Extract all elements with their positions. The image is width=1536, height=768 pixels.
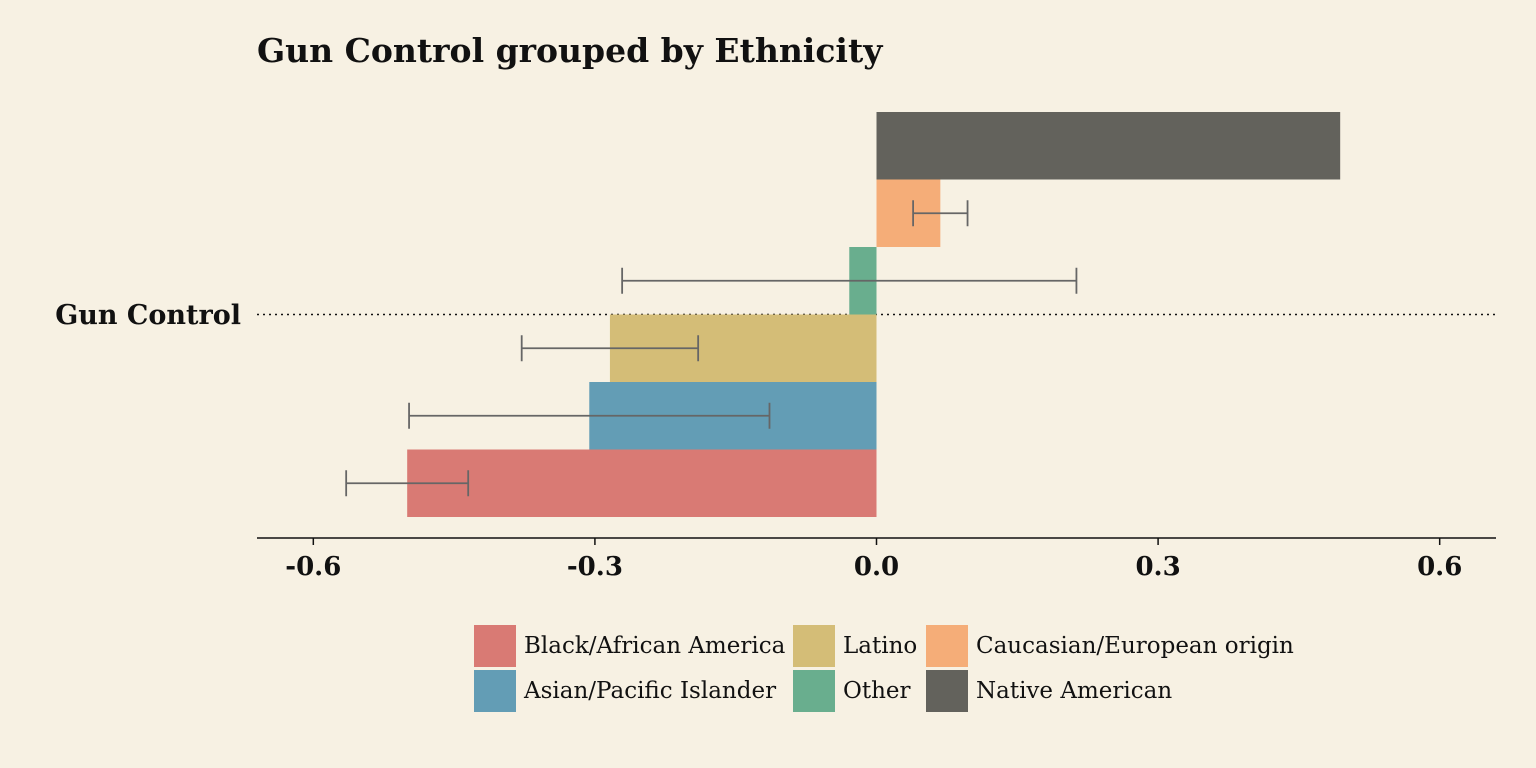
legend-swatch <box>474 670 516 712</box>
legend-swatch <box>926 625 968 667</box>
error-bar <box>408 402 771 429</box>
bar <box>876 112 1341 180</box>
legend-label: Other <box>843 678 911 704</box>
legend-swatch <box>793 670 835 712</box>
legend-label: Latino <box>843 633 917 659</box>
legend-label: Native American <box>976 678 1172 704</box>
legend-swatch <box>474 625 516 667</box>
x-tick-label: -0.3 <box>567 552 623 582</box>
chart-title: Gun Control grouped by Ethnicity <box>257 31 883 70</box>
error-bar <box>912 200 969 227</box>
x-tick-label: -0.6 <box>285 552 341 582</box>
error-bar <box>621 267 1078 294</box>
error-bar <box>345 470 470 497</box>
error-bar <box>520 335 700 362</box>
x-tick-label: 0.6 <box>1417 552 1462 582</box>
bar <box>407 449 877 517</box>
x-tick-label: 0.0 <box>854 552 899 582</box>
category-label: Gun Control <box>55 300 241 331</box>
legend-swatch <box>926 670 968 712</box>
legend-label: Asian/Pacific Islander <box>523 678 776 704</box>
legend-swatch <box>793 625 835 667</box>
x-tick-label: 0.3 <box>1135 552 1180 582</box>
legend-label: Black/African America <box>524 633 786 659</box>
legend-label: Caucasian/European origin <box>976 633 1294 659</box>
